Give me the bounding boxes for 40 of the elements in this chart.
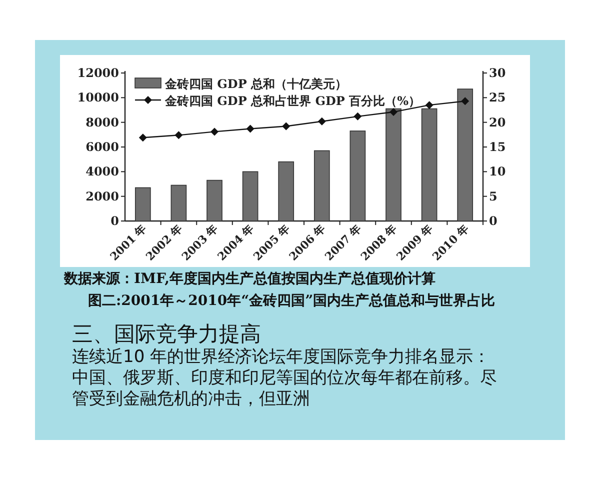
y-tick-label: 10000: [77, 90, 119, 105]
y-tick-label: 4000: [86, 164, 119, 179]
bar: [386, 108, 402, 222]
point: [354, 112, 362, 120]
bar: [314, 150, 330, 222]
y2-tick-label: 30: [489, 66, 506, 80]
point: [390, 108, 398, 116]
point: [210, 128, 218, 136]
y-tick-label: 12000: [77, 66, 119, 80]
bar: [134, 187, 151, 222]
point: [246, 124, 254, 133]
point: [461, 97, 470, 106]
point: [425, 101, 434, 110]
y2-tick-label: 15: [489, 140, 506, 154]
y-tick-label: 0: [110, 214, 119, 228]
y-tick-label: 6000: [86, 140, 119, 154]
bar: [242, 171, 258, 222]
y2-tick-label: 20: [489, 115, 506, 130]
text: 连续近10 年的世界经济论坛年度国际竞争力排名显示：中国、俄罗斯、印度和印尼等国的位次每年都在前移。尽管受到金融危机的冲击，但亚洲: [72, 347, 498, 410]
y2-tick-label: 25: [489, 90, 506, 105]
y2-tick-label: 0: [489, 214, 498, 228]
point: [282, 122, 290, 130]
bar: [206, 180, 222, 222]
point: [138, 134, 147, 142]
bar: [170, 184, 187, 222]
point: [174, 131, 183, 140]
legend-label: 金砖四国 GDP 总和占世界 GDP 百分比（%）: [164, 94, 420, 108]
bar: [350, 130, 366, 222]
y2-tick-label: 5: [489, 189, 498, 204]
legend-label: 金砖四国 GDP 总和（十亿美元）: [164, 77, 348, 91]
text: 图二:2001年～2010年“金砖四国”国内生产总值总和与世界占比: [88, 292, 496, 310]
point: [318, 117, 326, 126]
y2-tick-label: 10: [489, 164, 506, 179]
y-tick-label: 2000: [86, 189, 119, 204]
y-tick-label: 8000: [86, 115, 119, 130]
source-note: 数据来源：IMF,年度国内生产总值按国内生产总值现价计算: [64, 270, 436, 288]
bar: [457, 88, 474, 222]
bar: [278, 161, 294, 222]
bar: [421, 108, 438, 222]
text: 三、国际竞争力提高: [72, 321, 261, 348]
